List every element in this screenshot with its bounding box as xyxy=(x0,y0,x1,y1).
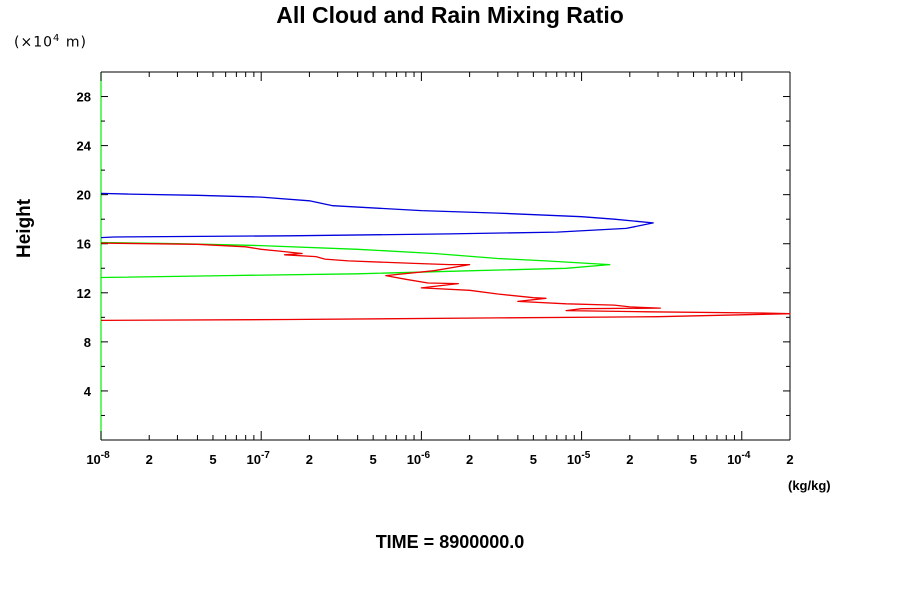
x-tick-label: 2 xyxy=(146,452,153,467)
y-tick-label: 12 xyxy=(77,286,91,301)
x-tick-exponent: -6 xyxy=(421,450,430,461)
y-tick-label: 4 xyxy=(84,384,92,399)
x-tick-label: 2 xyxy=(306,452,313,467)
series-line-3 xyxy=(100,242,791,322)
x-tick-base: 10 xyxy=(727,452,741,467)
x-tick-label: 10-8 xyxy=(86,450,110,467)
x-tick-label: 2 xyxy=(786,452,793,467)
series-group xyxy=(100,192,791,322)
x-tick-label: 5 xyxy=(370,452,377,467)
x-tick-exponent: -5 xyxy=(581,450,590,461)
x-tick-label: 10-4 xyxy=(727,450,751,467)
x-tick-exponent: -4 xyxy=(742,450,751,461)
x-axis-unit: (kg/kg) xyxy=(788,478,831,493)
x-tick-label: 5 xyxy=(690,452,697,467)
y-tick-label: 24 xyxy=(77,139,92,154)
y-unit-suffix: m) xyxy=(60,34,87,51)
series-line-2 xyxy=(100,241,611,279)
y-axis-unit: (×104 m) xyxy=(14,33,87,51)
x-tick-label: 5 xyxy=(530,452,537,467)
series-line-1 xyxy=(100,192,654,239)
time-label: TIME = 8900000.0 xyxy=(375,532,525,552)
y-tick-label: 28 xyxy=(77,90,91,105)
y-tick-label: 16 xyxy=(77,237,91,252)
x-tick-label: 10-5 xyxy=(567,450,591,467)
x-tick-label: 2 xyxy=(626,452,633,467)
y-tick-label: 8 xyxy=(84,335,91,350)
x-tick-base: 10 xyxy=(567,452,581,467)
y-tick-label: 20 xyxy=(77,188,91,203)
x-tick-exponent: -7 xyxy=(261,450,270,461)
y-unit-prefix: (×10 xyxy=(14,34,54,51)
x-tick-exponent: -8 xyxy=(101,450,110,461)
x-tick-label: 2 xyxy=(466,452,473,467)
x-tick-base: 10 xyxy=(247,452,261,467)
x-tick-label: 5 xyxy=(209,452,216,467)
chart-title: All Cloud and Rain Mixing Ratio xyxy=(276,2,624,28)
y-unit-exponent: 4 xyxy=(53,33,61,44)
x-tick-base: 10 xyxy=(86,452,100,467)
axis-ticks xyxy=(100,72,791,440)
x-tick-base: 10 xyxy=(407,452,421,467)
x-tick-label: 10-6 xyxy=(407,450,431,467)
x-tick-label: 10-7 xyxy=(247,450,271,467)
plot-frame xyxy=(100,71,791,441)
